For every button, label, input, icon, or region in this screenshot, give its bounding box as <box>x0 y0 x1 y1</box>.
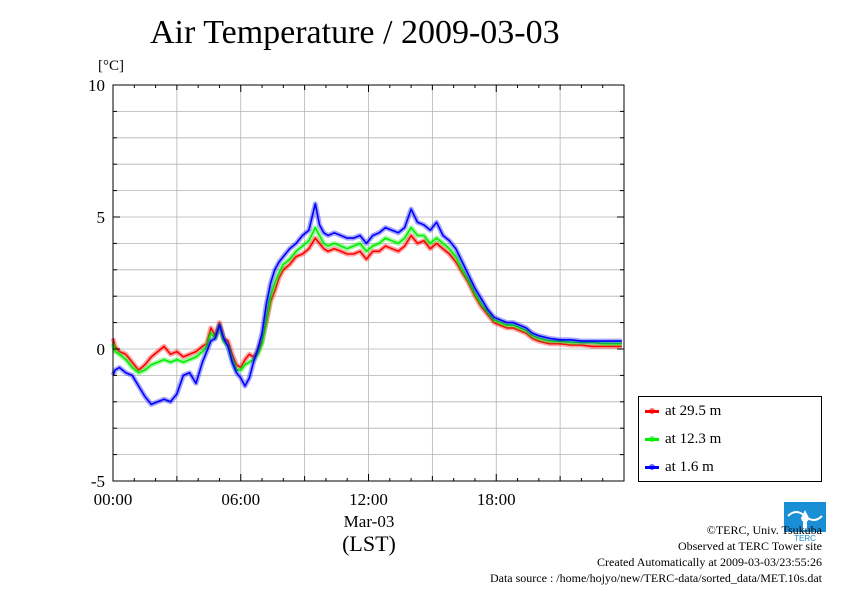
y-tick-label: 5 <box>97 208 106 227</box>
y-axis-label: [°C] <box>98 58 124 74</box>
legend: at 29.5 m at 12.3 m at 1.6 m <box>638 396 822 482</box>
series-line-1 <box>112 226 622 374</box>
credits-block: ©TERC, Univ. Tsukuba Observed at TERC To… <box>490 522 822 586</box>
series-halo-0 <box>110 233 622 373</box>
created-text: Created Automatically at 2009-03-03/23:5… <box>597 555 822 569</box>
legend-label: at 29.5 m <box>665 402 722 419</box>
x-tick-label: 18:00 <box>477 490 516 509</box>
logo-text: TERC <box>794 534 816 542</box>
x-axis-date-label: Mar-03 <box>344 512 395 531</box>
source-text: Data source : /home/hojyo/new/TERC-data/… <box>489 571 822 585</box>
x-tick-label: 12:00 <box>349 490 388 509</box>
axis-ticks: 10 5 0 -500:00 06:00 12:00 18:00 <box>88 76 625 509</box>
series-lines <box>110 201 622 407</box>
y-tick-label: -5 <box>91 472 105 491</box>
chart-title: Air Temperature / 2009-03-03 <box>150 14 560 51</box>
series-halo-2 <box>110 201 622 407</box>
y-tick-label: 0 <box>97 340 106 359</box>
observed-text: Observed at TERC Tower site <box>677 539 822 553</box>
legend-swatch-green <box>645 435 659 442</box>
legend-item-12-3m: at 12.3 m <box>645 429 721 449</box>
legend-label: at 1.6 m <box>665 458 714 475</box>
grid-lines <box>113 85 624 481</box>
y-tick-label: 10 <box>88 76 105 95</box>
legend-swatch-red <box>645 407 659 414</box>
x-tick-label: 00:00 <box>94 490 133 509</box>
legend-item-29-5m: at 29.5 m <box>645 401 721 421</box>
x-axis-label: (LST) <box>342 531 396 556</box>
series-line-2 <box>112 203 622 406</box>
series-halo-1 <box>110 225 622 376</box>
x-tick-label: 06:00 <box>221 490 260 509</box>
series-line-0 <box>112 234 622 371</box>
copyright-text: ©TERC, Univ. Tsukuba <box>706 523 822 537</box>
terc-logo: TERC <box>784 502 826 542</box>
legend-label: at 12.3 m <box>665 430 722 447</box>
legend-item-1-6m: at 1.6 m <box>645 457 714 477</box>
legend-swatch-blue <box>645 463 659 470</box>
